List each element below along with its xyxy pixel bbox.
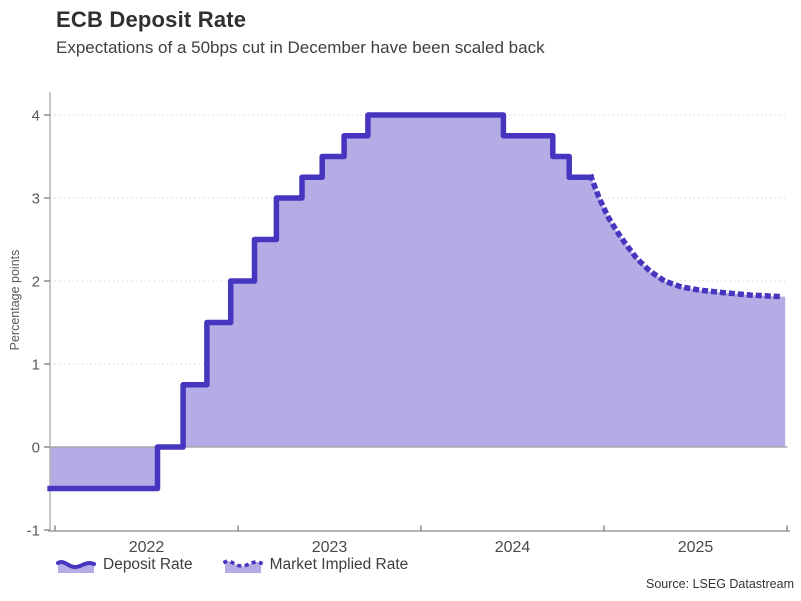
deposit-rate-swatch-icon — [56, 559, 96, 573]
chart-title: ECB Deposit Rate — [56, 7, 247, 32]
chart-subtitle: Expectations of a 50bps cut in December … — [56, 38, 545, 57]
legend-item-market-implied-rate: Market Implied Rate — [222, 556, 409, 574]
legend-label-deposit-rate: Deposit Rate — [103, 556, 193, 573]
svg-text:2025: 2025 — [678, 539, 714, 556]
legend-label-market-implied-rate: Market Implied Rate — [269, 556, 409, 573]
svg-text:2023: 2023 — [312, 539, 348, 556]
svg-text:-1: -1 — [27, 523, 40, 540]
legend: Deposit Rate Market Implied Rate — [56, 556, 408, 574]
source-note: Source: LSEG Datastream — [646, 577, 794, 591]
svg-text:2: 2 — [32, 274, 40, 291]
legend-item-deposit-rate: Deposit Rate — [56, 556, 193, 574]
svg-text:4: 4 — [32, 108, 40, 125]
market-implied-rate-swatch-icon — [222, 559, 263, 573]
svg-text:2024: 2024 — [495, 539, 531, 556]
svg-text:0: 0 — [32, 440, 40, 457]
svg-text:1: 1 — [32, 357, 40, 374]
svg-text:2022: 2022 — [129, 539, 165, 556]
svg-text:3: 3 — [32, 191, 40, 208]
